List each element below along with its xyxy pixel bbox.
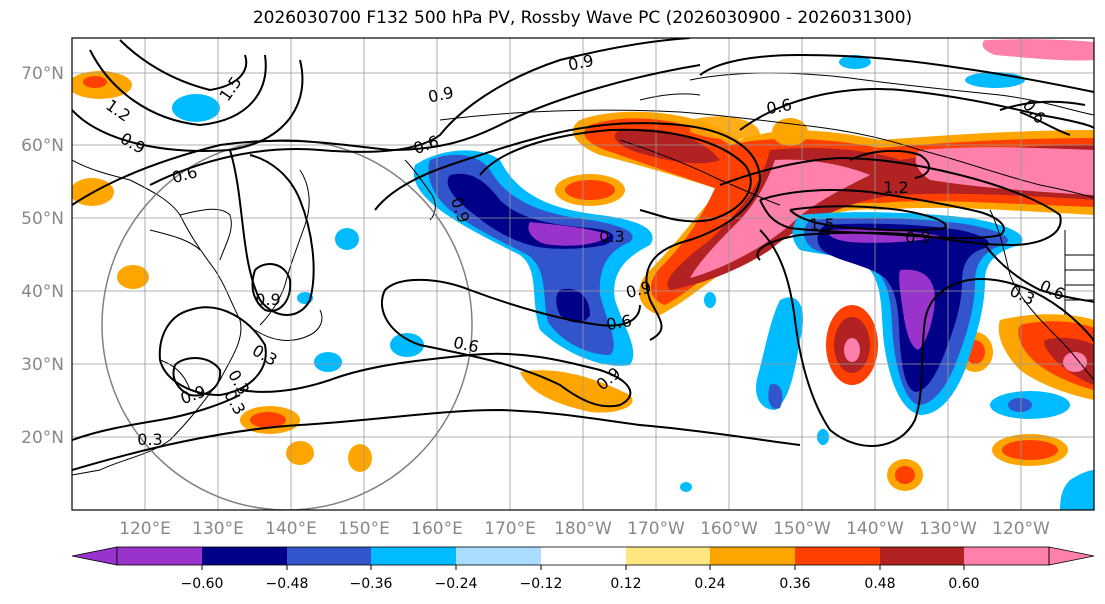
lon-label-7: 170°W <box>627 519 685 539</box>
lon-label-8: 160°W <box>700 519 758 539</box>
colorbar-tick-2: −0.48 <box>266 576 309 592</box>
colorbar-bin-6 <box>541 547 626 565</box>
lon-label-11: 130°W <box>919 519 977 539</box>
contour-label-16: 0.9 <box>255 290 280 309</box>
colorbar-bin-3 <box>287 547 371 565</box>
longitude-labels: 120°E 130°E 140°E 150°E 160°E 170°E 180°… <box>119 519 1050 539</box>
contour-label-11: 1.5 <box>809 215 834 234</box>
colorbar-frame <box>116 546 1050 566</box>
colorbar-tick-5: −0.12 <box>520 576 563 592</box>
lon-label-0: 120°E <box>119 519 171 539</box>
graticule <box>72 38 1094 510</box>
lat-label-70: 70°N <box>21 64 64 84</box>
lon-label-2: 140°E <box>265 519 317 539</box>
colorbar-bin-4 <box>371 547 456 565</box>
colorbar-extend-min <box>71 546 118 566</box>
lon-label-5: 170°E <box>484 519 536 539</box>
colorbar-bin-1 <box>117 547 202 565</box>
lon-label-4: 160°E <box>411 519 463 539</box>
colorbar-bin-2 <box>202 547 287 565</box>
pv-contours <box>72 38 1094 471</box>
lon-label-10: 140°W <box>846 519 904 539</box>
colorbar: −0.60 −0.48 −0.36 −0.24 −0.12 0.12 0.24 … <box>71 546 1095 592</box>
contour-label-21: 0.3 <box>137 430 162 449</box>
contour-label-2: 0.9 <box>426 83 455 107</box>
colorbar-tick-9: 0.48 <box>864 576 895 592</box>
lon-label-9: 150°W <box>773 519 831 539</box>
contour-label-14: 0.6 <box>605 311 633 334</box>
lat-label-30: 30°N <box>21 355 64 375</box>
contour-label-13: 0.3 <box>599 227 624 246</box>
lat-label-60: 60°N <box>21 136 64 156</box>
colorbar-bin-8 <box>710 547 795 565</box>
colorbar-tick-1: −0.60 <box>181 576 224 592</box>
colorbar-bin-10 <box>880 547 964 565</box>
contour-label-10: 1.2 <box>883 178 908 197</box>
colorbar-tick-8: 0.36 <box>779 576 810 592</box>
colorbar-tick-4: −0.24 <box>435 576 478 592</box>
lat-label-40: 40°N <box>21 282 64 302</box>
lon-label-12: 120°W <box>992 519 1050 539</box>
colorbar-bin-5 <box>456 547 541 565</box>
colorbar-tick-7: 0.24 <box>694 576 725 592</box>
colorbar-extend-max <box>1048 546 1095 566</box>
contour-label-1: 0.9 <box>566 51 595 75</box>
contour-label-12: 0.9 <box>905 228 930 247</box>
lon-label-3: 150°E <box>338 519 390 539</box>
lon-label-1: 130°E <box>192 519 244 539</box>
contour-label-18: 0.6 <box>452 333 481 357</box>
colorbar-bin-11 <box>964 547 1049 565</box>
colorbar-bin-9 <box>795 547 880 565</box>
lat-label-20: 20°N <box>21 428 64 448</box>
colorbar-tick-10: 0.60 <box>948 576 979 592</box>
map-frame <box>71 37 1095 511</box>
colorbar-bin-7 <box>626 547 710 565</box>
map-title: 2026030700 F132 500 hPa PV, Rossby Wave … <box>252 8 913 28</box>
colorbar-tick-3: −0.36 <box>350 576 393 592</box>
lon-label-6: 180°W <box>554 519 612 539</box>
colorbar-tick-6: 0.12 <box>610 576 641 592</box>
latitude-labels: 70°N 60°N 50°N 40°N 30°N 20°N <box>21 64 64 448</box>
contour-label-3: 0.6 <box>765 95 793 118</box>
lat-label-50: 50°N <box>21 209 64 229</box>
